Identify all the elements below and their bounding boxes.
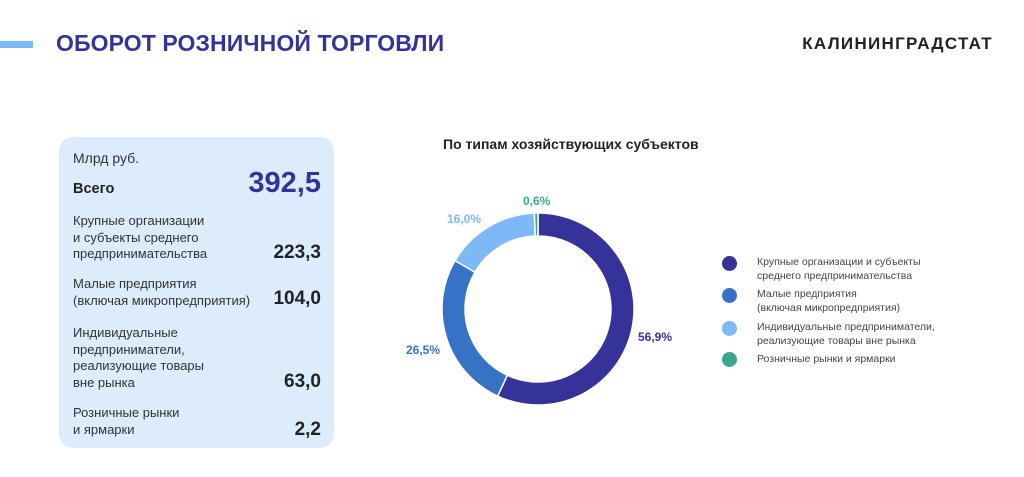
label-line: и ярмарки	[73, 421, 135, 437]
pct-label-individual: 16,0%	[447, 212, 482, 226]
label-line: предприниматели,	[73, 341, 185, 357]
label-line: предпринимательства	[73, 246, 208, 261]
legend-text-line: Малые предприятия	[757, 288, 857, 300]
legend-text-line: среднего предпринимательства	[757, 270, 913, 282]
row-value-markets: 2,2	[294, 419, 321, 440]
pct-label-markets: 0,6%	[523, 194, 551, 208]
row-value-small: 104,0	[273, 288, 321, 309]
label-line: вне рынка	[73, 374, 135, 390]
label-line: Индивидуальные	[73, 325, 178, 340]
row-label-markets: Розничные рынки и ярмарки	[73, 405, 179, 438]
legend-text-line: Розничные рынки и ярмарки	[757, 353, 896, 365]
row-label-small: Малые предприятия (включая микропредприя…	[73, 276, 250, 309]
row-value-individual: 63,0	[284, 371, 321, 392]
header-accent-bar	[0, 41, 33, 48]
donut-slice-markets	[533, 212, 539, 237]
total-label: Всего	[73, 181, 115, 197]
row-label-large: Крупные организации и субъекты среднего …	[73, 213, 207, 263]
legend-dot-icon	[722, 321, 737, 336]
brand-logo-text: КАЛИНИНГРАДСТАТ	[802, 34, 993, 53]
legend-text-line: (включая микропредприятия)	[757, 302, 901, 314]
donut-slice-large	[496, 212, 635, 406]
legend-text-line: реализующие товары вне рынка	[757, 335, 916, 347]
donut-slice-small	[441, 259, 509, 398]
label-line: (включая микропредприятия)	[73, 292, 251, 308]
summary-card: Млрд руб. Всего 392,5 Крупные организаци…	[59, 137, 334, 448]
legend-dot-icon	[722, 256, 737, 271]
label-line: Розничные рынки	[73, 405, 180, 420]
chart-title: По типам хозяйствующих субъектов	[443, 136, 699, 152]
pct-label-small: 26,5%	[406, 343, 441, 357]
pct-label-large: 56,9%	[638, 330, 673, 344]
label-line: Малые предприятия	[73, 276, 197, 291]
legend-dot-icon	[722, 288, 737, 303]
unit-label: Млрд руб.	[73, 150, 140, 166]
legend-text-line: Индивидуальные предприниматели,	[757, 321, 935, 333]
label-line: и субъекты среднего	[73, 229, 199, 245]
page-title: ОБОРОТ РОЗНИЧНОЙ ТОРГОВЛИ	[56, 30, 445, 56]
label-line: реализующие товары	[73, 358, 205, 373]
row-label-individual: Индивидуальные предприниматели, реализую…	[73, 325, 204, 391]
row-value-large: 223,3	[273, 242, 321, 263]
label-line: Крупные организации	[73, 213, 205, 228]
donut-slices	[441, 212, 635, 406]
legend-dot-icon	[722, 352, 737, 367]
legend-text-line: Крупные организации и субъекты	[757, 256, 921, 268]
total-value: 392,5	[248, 167, 321, 199]
